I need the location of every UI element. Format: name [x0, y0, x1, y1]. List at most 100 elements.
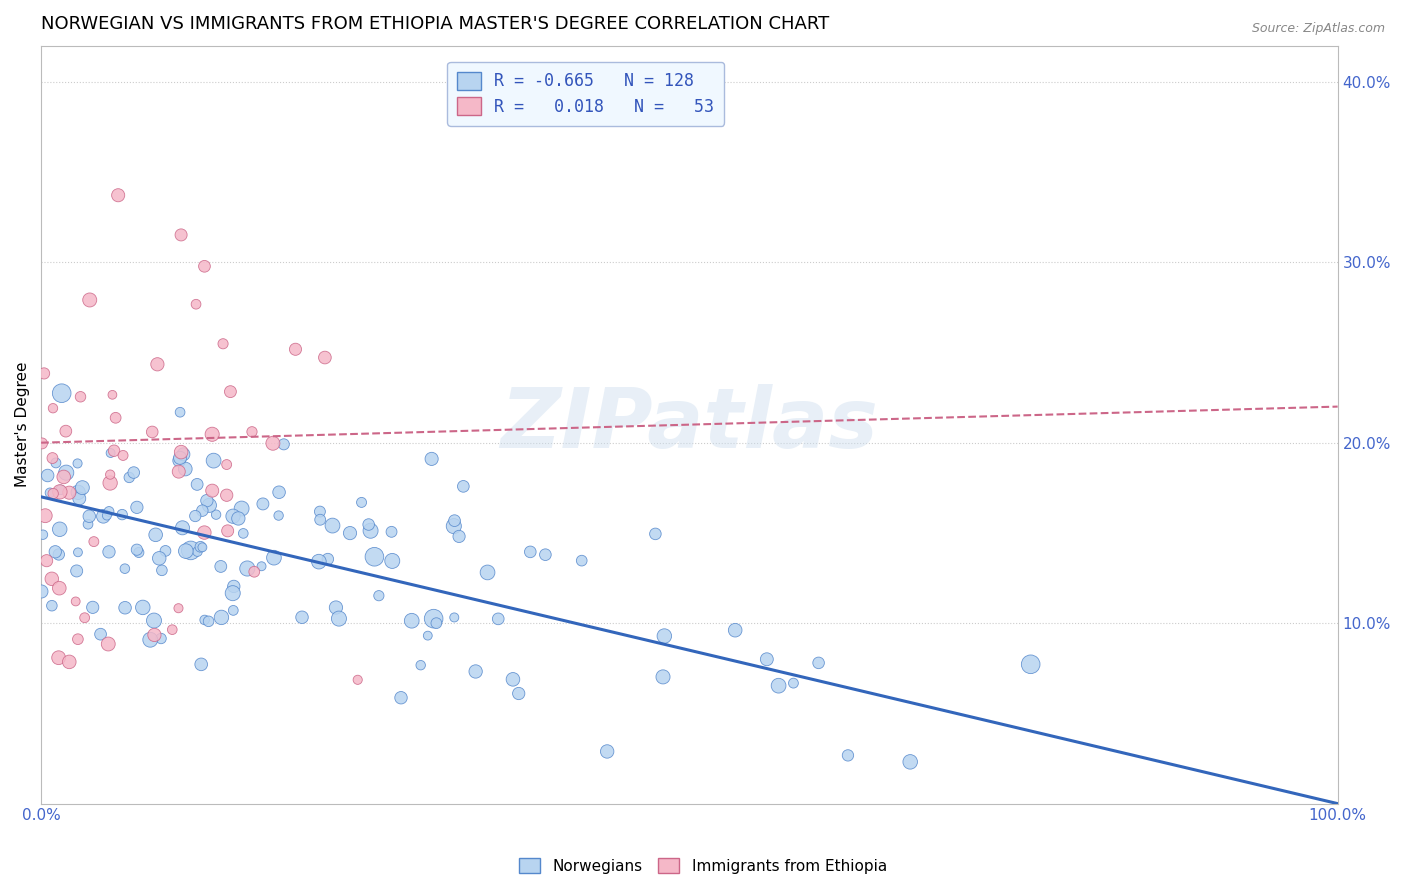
- Point: [167, 453, 190, 467]
- Point: [284, 343, 307, 357]
- Point: [96, 508, 118, 523]
- Point: [194, 613, 217, 627]
- Point: [41, 572, 63, 586]
- Point: [44, 545, 66, 559]
- Point: [222, 603, 245, 617]
- Point: [502, 673, 524, 687]
- Point: [807, 656, 830, 670]
- Point: [724, 624, 747, 638]
- Point: [170, 227, 193, 242]
- Point: [755, 652, 778, 666]
- Point: [325, 600, 347, 615]
- Point: [425, 616, 447, 631]
- Point: [170, 445, 193, 459]
- Point: [205, 508, 228, 522]
- Point: [267, 485, 290, 500]
- Point: [58, 485, 80, 500]
- Point: [219, 384, 242, 399]
- Point: [52, 470, 75, 484]
- Point: [125, 542, 148, 557]
- Point: [55, 424, 77, 438]
- Point: [453, 479, 475, 493]
- Point: [114, 562, 136, 576]
- Point: [250, 559, 273, 574]
- Point: [363, 549, 385, 564]
- Point: [571, 554, 593, 568]
- Point: [67, 485, 90, 500]
- Point: [360, 524, 382, 538]
- Point: [782, 676, 804, 690]
- Point: [191, 541, 214, 555]
- Point: [180, 543, 202, 558]
- Point: [508, 686, 530, 700]
- Point: [314, 351, 336, 365]
- Point: [48, 548, 70, 562]
- Point: [107, 188, 129, 202]
- Point: [66, 564, 89, 578]
- Point: [222, 586, 245, 600]
- Point: [236, 561, 259, 575]
- Point: [69, 390, 91, 404]
- Point: [309, 505, 332, 519]
- Point: [308, 555, 330, 569]
- Point: [146, 357, 169, 371]
- Point: [215, 458, 238, 472]
- Point: [350, 495, 373, 509]
- Point: [519, 545, 541, 559]
- Legend: R = -0.665   N = 128, R =   0.018   N =   53: R = -0.665 N = 128, R = 0.018 N = 53: [447, 62, 724, 126]
- Point: [42, 486, 65, 500]
- Point: [77, 509, 100, 524]
- Point: [32, 527, 55, 541]
- Point: [267, 508, 290, 523]
- Point: [128, 545, 150, 559]
- Point: [202, 453, 225, 467]
- Point: [90, 627, 112, 641]
- Point: [339, 526, 361, 541]
- Point: [191, 503, 214, 517]
- Point: [111, 508, 134, 522]
- Point: [215, 488, 238, 502]
- Point: [443, 610, 465, 624]
- Point: [416, 629, 439, 643]
- Point: [409, 658, 432, 673]
- Point: [174, 544, 197, 558]
- Point: [42, 401, 65, 416]
- Text: ZIPatlas: ZIPatlas: [501, 384, 879, 465]
- Point: [31, 584, 53, 599]
- Point: [55, 466, 77, 480]
- Text: NORWEGIAN VS IMMIGRANTS FROM ETHIOPIA MASTER'S DEGREE CORRELATION CHART: NORWEGIAN VS IMMIGRANTS FROM ETHIOPIA MA…: [41, 15, 830, 33]
- Point: [240, 425, 263, 439]
- Point: [66, 545, 89, 559]
- Point: [48, 581, 70, 595]
- Point: [193, 525, 215, 540]
- Point: [346, 673, 368, 687]
- Point: [197, 615, 219, 629]
- Point: [443, 519, 465, 533]
- Point: [217, 524, 239, 538]
- Point: [190, 540, 212, 554]
- Point: [898, 755, 921, 769]
- Point: [316, 552, 339, 566]
- Point: [380, 524, 402, 539]
- Point: [155, 544, 177, 558]
- Point: [77, 517, 100, 532]
- Point: [72, 481, 94, 495]
- Point: [167, 465, 190, 479]
- Point: [172, 521, 194, 535]
- Point: [125, 500, 148, 515]
- Point: [228, 511, 250, 525]
- Point: [169, 405, 191, 419]
- Point: [212, 336, 235, 351]
- Point: [262, 436, 284, 450]
- Point: [103, 443, 125, 458]
- Point: [273, 437, 295, 451]
- Point: [34, 508, 56, 523]
- Point: [420, 451, 443, 466]
- Point: [367, 589, 389, 603]
- Point: [31, 436, 53, 450]
- Point: [97, 637, 120, 651]
- Point: [652, 670, 675, 684]
- Text: Source: ZipAtlas.com: Source: ZipAtlas.com: [1251, 22, 1385, 36]
- Point: [184, 509, 207, 524]
- Point: [232, 526, 254, 541]
